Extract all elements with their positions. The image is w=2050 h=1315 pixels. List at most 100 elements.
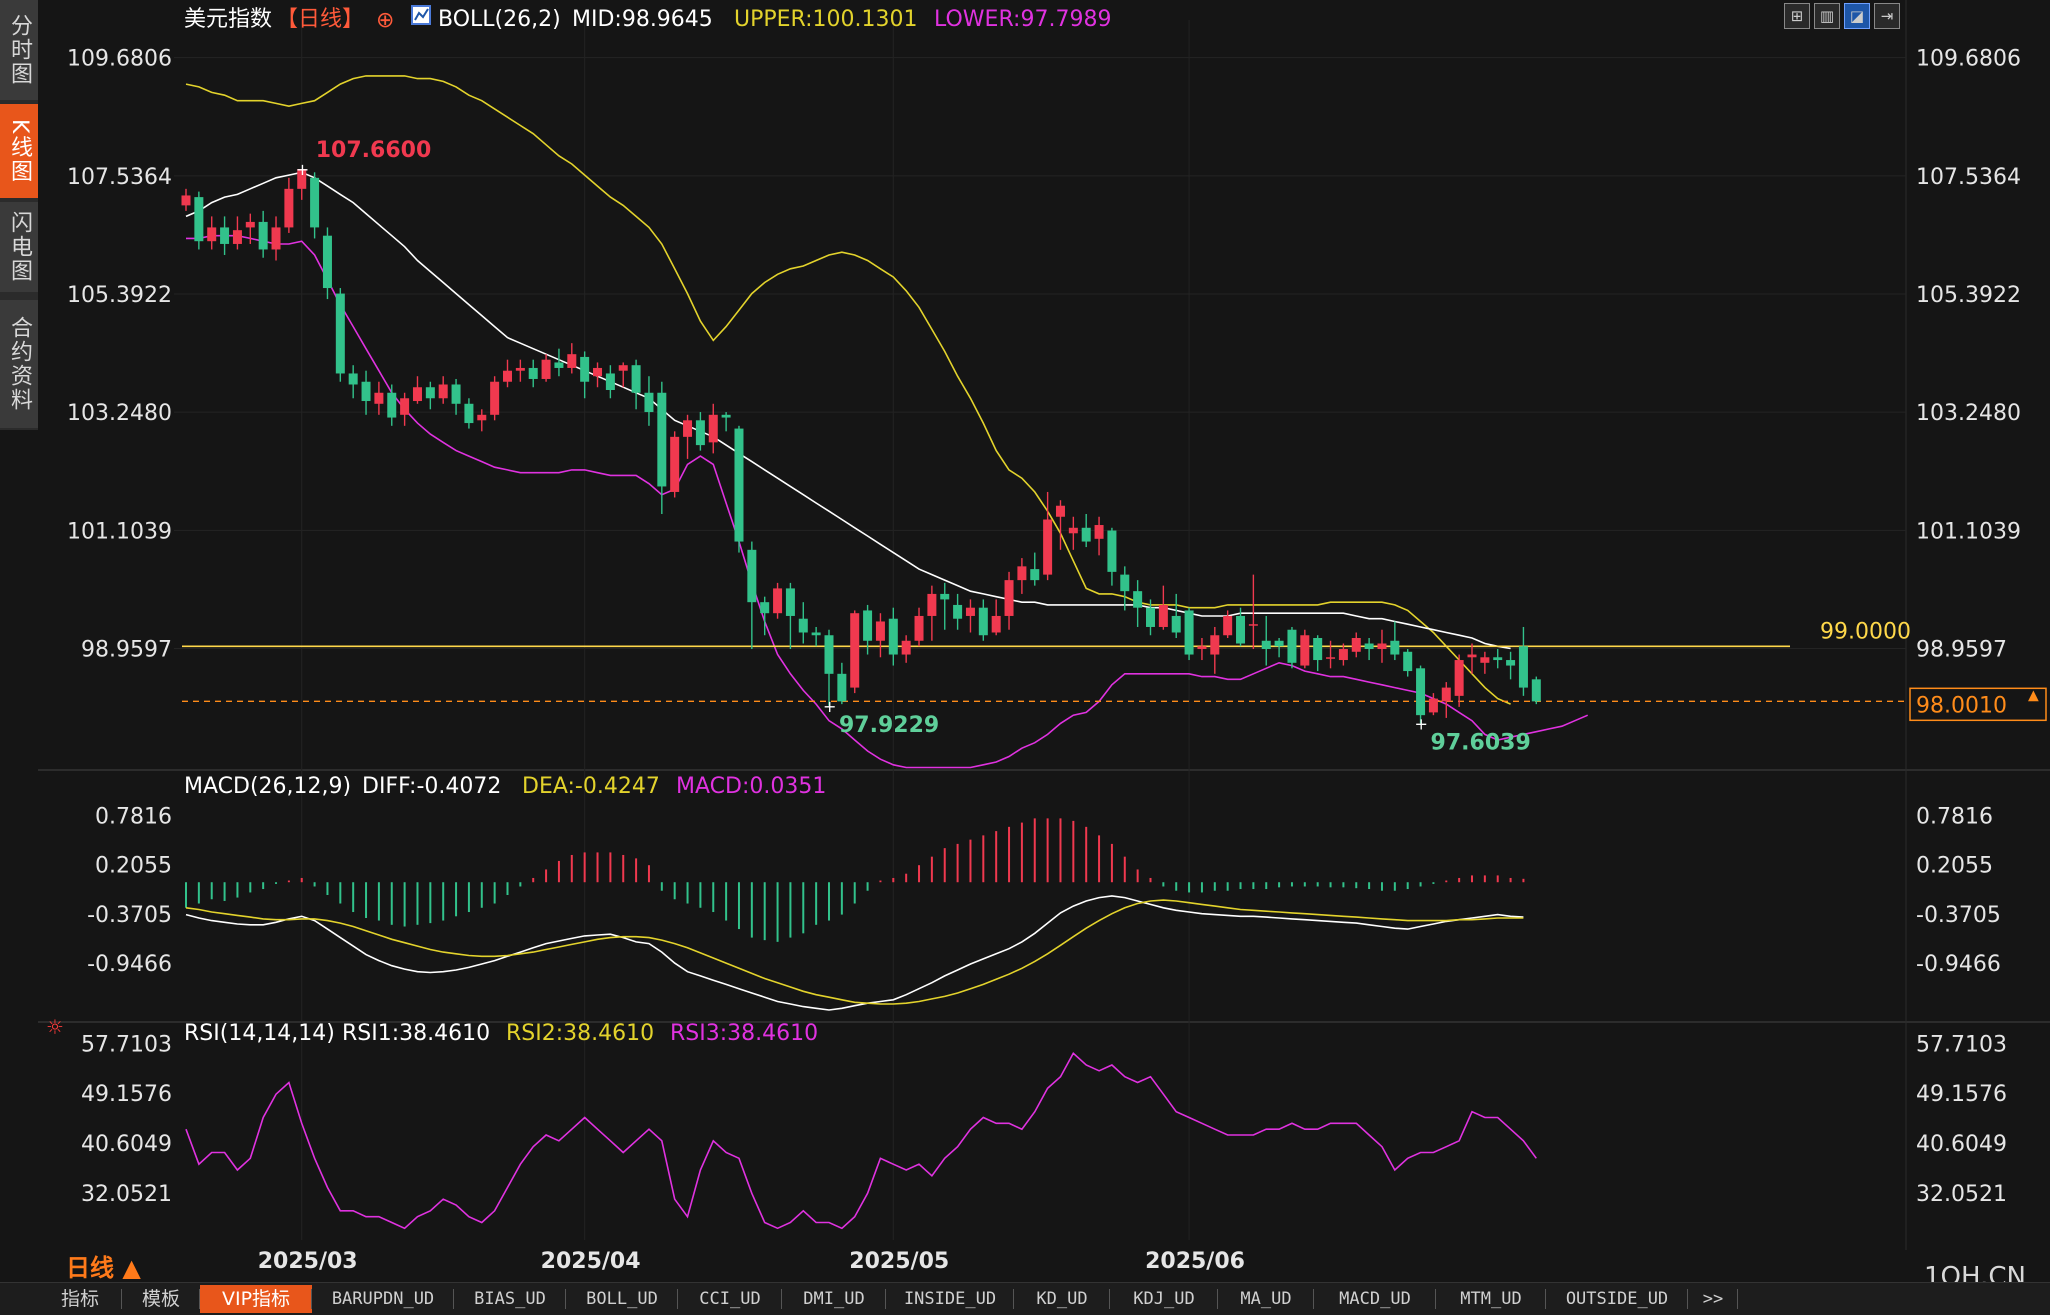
period-footer[interactable]: 日线 ▲ (66, 1254, 141, 1282)
candle-body (1531, 679, 1541, 702)
indicator-tab-6[interactable]: BOLL_UD (586, 1289, 658, 1309)
price-tick-left: 103.2480 (67, 401, 172, 426)
rsi-tick-left: 32.0521 (81, 1182, 172, 1207)
tab-separator (1545, 1289, 1546, 1309)
low-mark-label-1: 97.9229 (839, 713, 939, 738)
chart-area: 109.6806 109.6806 107.5364 107.5364 105.3922… (38, 0, 2050, 1274)
price-tick-right: 105.3922 (1916, 283, 2021, 308)
rsi1-value: RSI1:38.4610 (342, 1021, 490, 1046)
candle-body (207, 227, 217, 242)
candle-body (541, 359, 551, 379)
tab-separator (1435, 1289, 1436, 1309)
indicator-tab-12[interactable]: MA_UD (1240, 1289, 1292, 1309)
candle-body (1506, 660, 1516, 666)
rsi-tick-right: 32.0521 (1916, 1182, 2007, 1207)
candle-body (644, 392, 654, 413)
candle-body (297, 169, 307, 189)
candle-body (1377, 643, 1387, 650)
rsi-tick-right: 57.7103 (1916, 1032, 2007, 1057)
macd-label: MACD(26,12,9) (184, 774, 351, 799)
period-label[interactable]: 【日线】 (276, 7, 364, 32)
last-price-marker: ▲ (2028, 687, 2039, 703)
x-axis: 2025/03 2025/04 2025/05 2025/06 (258, 1249, 1245, 1274)
candle-body (1223, 615, 1233, 636)
tab-separator (1687, 1289, 1688, 1309)
x-axis-label: 2025/05 (849, 1249, 949, 1274)
tab-separator (311, 1289, 312, 1309)
indicator-tab-8[interactable]: DMI_UD (803, 1289, 865, 1309)
candle-body (760, 602, 770, 614)
indicator-tab-7[interactable]: CCI_UD (699, 1289, 761, 1309)
low-mark-label-1-cross: + (823, 697, 836, 716)
indicator-tab-9[interactable]: INSIDE_UD (903, 1289, 997, 1309)
candle-body (1107, 530, 1117, 572)
low-mark-label-2-cross: + (1415, 714, 1428, 733)
rsi-panel: 57.7103 57.7103 49.1576 49.1576 40.6049 40.60… (81, 1032, 2007, 1230)
macd-dea-line (185, 899, 1524, 1005)
tab-separator (453, 1289, 454, 1309)
candle-body (322, 235, 332, 289)
candle-body (824, 635, 834, 674)
nav-tab-3[interactable]: 闪电图 (0, 202, 38, 292)
price-tick-right: 107.5364 (1916, 165, 2021, 190)
low-mark-label-2: 97.6039 (1431, 730, 1531, 755)
indicator-tab-4[interactable]: BARUPDN_UD (331, 1289, 435, 1309)
nav-tab-2[interactable]: K线图 (0, 104, 38, 198)
rsi-tick-left: 49.1576 (81, 1082, 172, 1107)
macd-tick-right: -0.3705 (1916, 903, 2001, 928)
candle-body (1171, 615, 1181, 633)
nav-tab-1[interactable]: 分时图 (0, 0, 38, 100)
candle-body (400, 398, 410, 415)
bar-icon[interactable]: ▥ (1814, 3, 1840, 29)
tab-separator (121, 1289, 122, 1309)
boll-mid: MID:98.9645 (572, 7, 713, 32)
arrow-icon[interactable]: ⇥ (1874, 3, 1900, 29)
candle-body (1236, 615, 1246, 644)
rsi-tick-right: 40.6049 (1916, 1132, 2007, 1157)
candle-body (1428, 698, 1438, 713)
macd-dea: DEA:-0.4247 (522, 774, 660, 799)
candle-body (1184, 610, 1194, 655)
candle-body (1364, 643, 1374, 650)
candle-body (1197, 646, 1207, 650)
candle-body (940, 593, 950, 600)
candle-body (901, 640, 911, 655)
candle-body (528, 367, 538, 379)
rsi-settings-icon[interactable]: ☼ (46, 1015, 64, 1039)
macd-panel: 0.7816 0.7816 0.2055 0.2055 -0.3705 -0.3705 -0… (87, 805, 2001, 1011)
indicator-tab-14[interactable]: MTM_UD (1460, 1289, 1522, 1309)
candle-body (1068, 527, 1078, 534)
nav-tab-4[interactable]: 合约资料 (0, 300, 38, 428)
candle-body (747, 549, 757, 603)
indicator-tab-10[interactable]: KD_UD (1036, 1289, 1088, 1309)
candle-body (374, 392, 384, 404)
x-axis-label: 2025/04 (541, 1249, 641, 1274)
price-tick-left: 101.1039 (67, 519, 172, 544)
chart-title: 美元指数 (184, 7, 272, 32)
candle-body (657, 392, 667, 487)
indicator-tab-11[interactable]: KDJ_UD (1133, 1289, 1195, 1309)
candle-body (1403, 651, 1413, 672)
price-tick-left: 109.6806 (67, 47, 172, 72)
candle-body (1030, 569, 1040, 581)
candle-body (1390, 640, 1400, 655)
indicator-tab-16[interactable]: >> (1702, 1289, 1724, 1309)
candle-body (875, 621, 885, 641)
candle-body (515, 367, 525, 371)
candle-body (811, 632, 821, 636)
target-icon[interactable]: ⊕ (376, 8, 394, 33)
grid-icon[interactable]: ⊞ (1784, 3, 1810, 29)
candle-body (361, 381, 371, 402)
indicator-tab-3[interactable]: VIP指标 (200, 1285, 312, 1313)
indicator-tab-13[interactable]: MACD_UD (1339, 1289, 1411, 1309)
indicator-tab-15[interactable]: OUTSIDE_UD (1565, 1289, 1669, 1309)
last-price-label: 98.0010 (1916, 693, 2007, 718)
indicator-tab-5[interactable]: BIAS_UD (474, 1289, 546, 1309)
chart-icon[interactable] (411, 5, 431, 25)
tab-separator (1313, 1289, 1314, 1309)
indicator-tab-1[interactable]: 指标 (60, 1288, 99, 1310)
indicator-tab-2[interactable]: 模板 (141, 1288, 180, 1310)
line-icon[interactable]: ◪ (1844, 3, 1870, 29)
candle-body (490, 381, 500, 415)
rsi-tick-left: 57.7103 (81, 1032, 172, 1057)
